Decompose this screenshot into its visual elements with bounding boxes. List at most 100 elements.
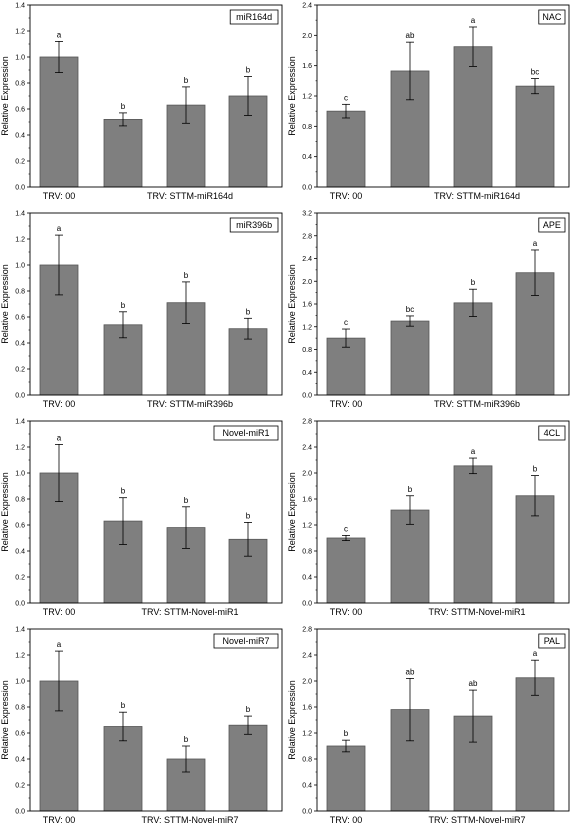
significance-label: a xyxy=(533,239,538,248)
plot-frame xyxy=(29,212,283,396)
y-tick-label: 0.8 xyxy=(302,549,312,556)
chart-title: miR164d xyxy=(236,12,272,22)
y-tick-label: 1.4 xyxy=(15,419,25,426)
title-box xyxy=(229,9,279,25)
bar-3 xyxy=(453,46,493,188)
significance-label: a xyxy=(57,30,62,39)
chart-title: 4CL xyxy=(544,428,561,438)
y-tick-label: 0.0 xyxy=(15,393,25,400)
title-box xyxy=(538,425,566,441)
y-tick-label: 1.2 xyxy=(15,653,25,660)
chart-title: Novel-miR7 xyxy=(222,636,269,646)
y-axis-label: Relative Expression xyxy=(0,472,10,552)
y-tick-label: 1.0 xyxy=(15,263,25,270)
plot-frame xyxy=(316,4,570,188)
y-tick-label: 0.8 xyxy=(15,705,25,712)
bar-1 xyxy=(326,537,366,604)
y-axis-label: Relative Expression xyxy=(0,56,10,136)
significance-label: b xyxy=(471,278,476,287)
category-label-treatment: TRV: STTM-miR396b xyxy=(147,399,233,409)
y-tick-label: 0.6 xyxy=(15,315,25,322)
y-tick-label: 0.8 xyxy=(302,347,312,354)
y-tick-label: 0.4 xyxy=(15,133,25,140)
bar-3 xyxy=(453,302,493,396)
bar-4 xyxy=(228,328,268,396)
category-label-control: TRV: 00 xyxy=(43,399,76,409)
bar-3 xyxy=(166,104,206,188)
y-tick-label: 1.0 xyxy=(15,679,25,686)
category-label-control: TRV: 00 xyxy=(330,607,363,617)
y-tick-label: 2.0 xyxy=(302,279,312,286)
y-axis-label: Relative Expression xyxy=(0,264,10,344)
y-tick-label: 0.8 xyxy=(302,757,312,764)
y-tick-label: 0.0 xyxy=(302,393,312,400)
y-axis-label: Relative Expression xyxy=(287,264,297,344)
y-tick-label: 2.4 xyxy=(302,3,312,10)
significance-label: ab xyxy=(406,31,415,40)
category-label-control: TRV: 00 xyxy=(330,191,363,201)
y-tick-label: 0.6 xyxy=(15,107,25,114)
bar-2 xyxy=(103,119,143,188)
y-tick-label: 0.0 xyxy=(302,809,312,816)
chart-panel-8: Relative Expression 0.0 0.4 0.8 1.2 1.6 2.0 2.4… xyxy=(287,627,570,825)
y-tick-label: 0.8 xyxy=(15,497,25,504)
category-label-treatment: TRV: STTM-miR164d xyxy=(434,191,520,201)
chart-panel-7: Relative Expression 0.0 0.2 0.4 0.6 0.8 1.0 1.2… xyxy=(0,627,283,825)
bar-4 xyxy=(228,724,268,812)
y-tick-label: 2.8 xyxy=(302,233,312,240)
y-tick-label: 0.4 xyxy=(15,757,25,764)
y-tick-label: 0.2 xyxy=(15,575,25,582)
y-tick-label: 0.8 xyxy=(15,81,25,88)
plot-frame xyxy=(29,420,283,604)
y-tick-label: 1.4 xyxy=(15,627,25,634)
chart-panel-3: Relative Expression 0.0 0.2 0.4 0.6 0.8 1.0 1.2… xyxy=(0,211,283,409)
y-tick-label: 1.0 xyxy=(15,55,25,62)
chart-title: APE xyxy=(543,220,561,230)
y-tick-label: 0.6 xyxy=(15,523,25,530)
significance-label: b xyxy=(344,729,349,738)
y-tick-label: 0.4 xyxy=(302,370,312,377)
y-tick-label: 0.0 xyxy=(302,601,312,608)
y-tick-label: 1.2 xyxy=(302,324,312,331)
category-label-control: TRV: 00 xyxy=(330,399,363,409)
y-tick-label: 2.4 xyxy=(302,256,312,263)
bar-3 xyxy=(453,465,493,604)
y-tick-label: 2.8 xyxy=(302,419,312,426)
y-axis-label: Relative Expression xyxy=(287,472,297,552)
y-tick-label: 1.2 xyxy=(15,29,25,36)
y-tick-label: 3.2 xyxy=(302,211,312,218)
significance-label: b xyxy=(533,465,538,474)
category-label-treatment: TRV: STTM-Novel-miR1 xyxy=(141,607,238,617)
y-tick-label: 1.6 xyxy=(302,705,312,712)
y-tick-label: 0.0 xyxy=(15,601,25,608)
y-tick-label: 1.4 xyxy=(15,3,25,10)
significance-label: c xyxy=(344,524,348,533)
significance-label: b xyxy=(246,307,251,316)
y-tick-label: 1.2 xyxy=(302,94,312,101)
category-label-control: TRV: 00 xyxy=(43,815,76,825)
title-box xyxy=(538,217,566,233)
y-tick-label: 2.0 xyxy=(302,471,312,478)
significance-label: b xyxy=(121,701,126,710)
y-tick-label: 0.4 xyxy=(302,783,312,790)
title-box xyxy=(213,425,279,441)
chart-panel-2: Relative Expression 0.0 0.4 0.8 1.2 1.6 2.0 2.4… xyxy=(287,3,570,201)
plot-frame xyxy=(29,628,283,812)
significance-label: a xyxy=(57,640,62,649)
chart-title: PAL xyxy=(544,636,560,646)
category-label-control: TRV: 00 xyxy=(43,191,76,201)
significance-label: c xyxy=(344,318,348,327)
y-tick-label: 0.4 xyxy=(302,154,312,161)
y-tick-label: 1.2 xyxy=(302,523,312,530)
y-tick-label: 0.2 xyxy=(15,783,25,790)
title-box xyxy=(213,633,279,649)
plot-frame xyxy=(316,628,570,812)
chart-panel-5: Relative Expression 0.0 0.2 0.4 0.6 0.8 1.0 1.2… xyxy=(0,419,283,617)
bar-1 xyxy=(326,745,366,812)
plot-frame xyxy=(29,4,283,188)
significance-label: b xyxy=(121,487,126,496)
category-label-treatment: TRV: STTM-miR396b xyxy=(434,399,520,409)
significance-label: b xyxy=(121,102,126,111)
category-label-treatment: TRV: STTM-Novel-miR7 xyxy=(141,815,238,825)
chart-title: NAC xyxy=(542,12,562,22)
